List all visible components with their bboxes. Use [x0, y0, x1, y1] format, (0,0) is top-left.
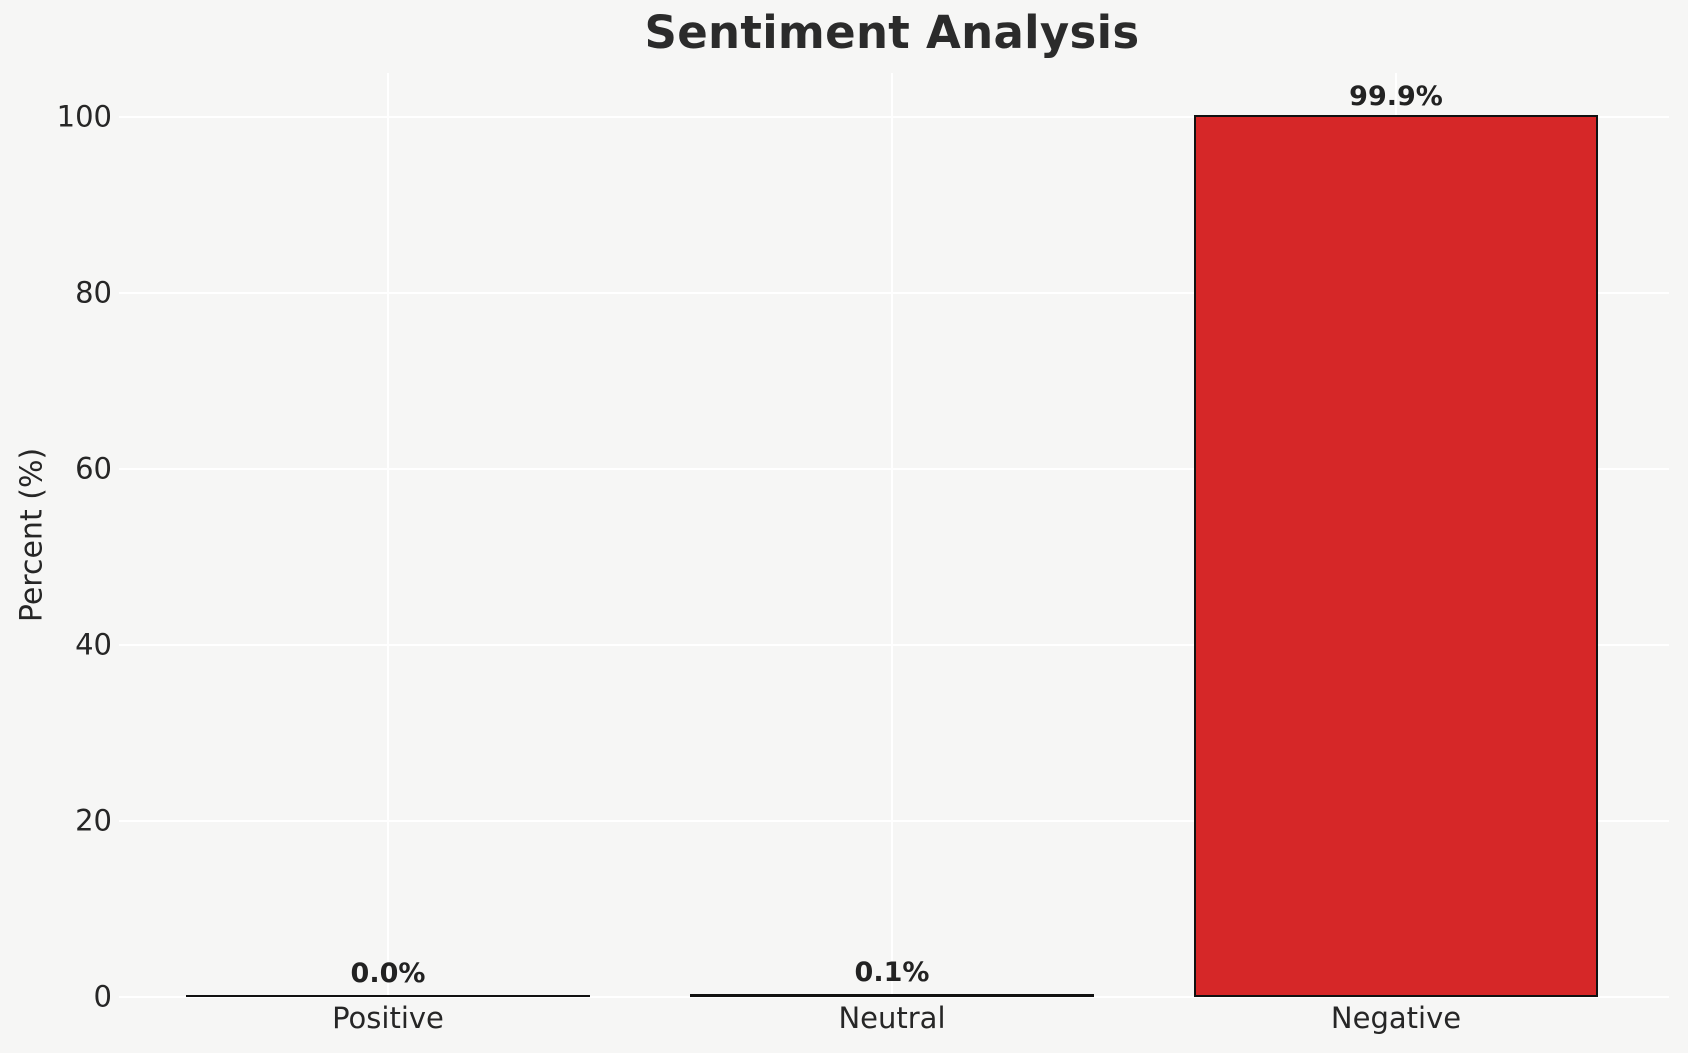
bar-neutral	[690, 993, 1094, 997]
gridline-horizontal	[119, 292, 1669, 294]
gridline-horizontal	[119, 116, 1669, 118]
y-tick-label: 20	[75, 803, 112, 838]
y-tick-label: 40	[75, 627, 112, 662]
y-tick-label: 100	[56, 99, 112, 134]
bar-positive	[186, 994, 590, 997]
gridline-horizontal	[119, 996, 1669, 998]
bar-value-label: 0.1%	[854, 957, 930, 989]
y-tick-label: 60	[75, 451, 112, 486]
y-tick-label: 0	[93, 979, 112, 1014]
plot-area: 0.0% 0.1% 99.9%	[119, 73, 1669, 998]
gridline-vertical	[891, 73, 893, 997]
bar-value-label: 99.9%	[1349, 80, 1443, 112]
gridline-vertical	[387, 73, 389, 997]
x-tick-label-neutral: Neutral	[838, 1001, 946, 1035]
x-tick-label-positive: Positive	[332, 1001, 444, 1035]
bar-negative	[1194, 115, 1598, 997]
chart-title: Sentiment Analysis	[644, 6, 1140, 59]
y-tick-label: 80	[75, 275, 112, 310]
gridline-horizontal	[119, 644, 1669, 646]
gridline-horizontal	[119, 468, 1669, 470]
bar-value-label: 0.0%	[350, 958, 426, 989]
x-tick-label-negative: Negative	[1330, 1001, 1462, 1035]
gridline-horizontal	[119, 820, 1669, 822]
